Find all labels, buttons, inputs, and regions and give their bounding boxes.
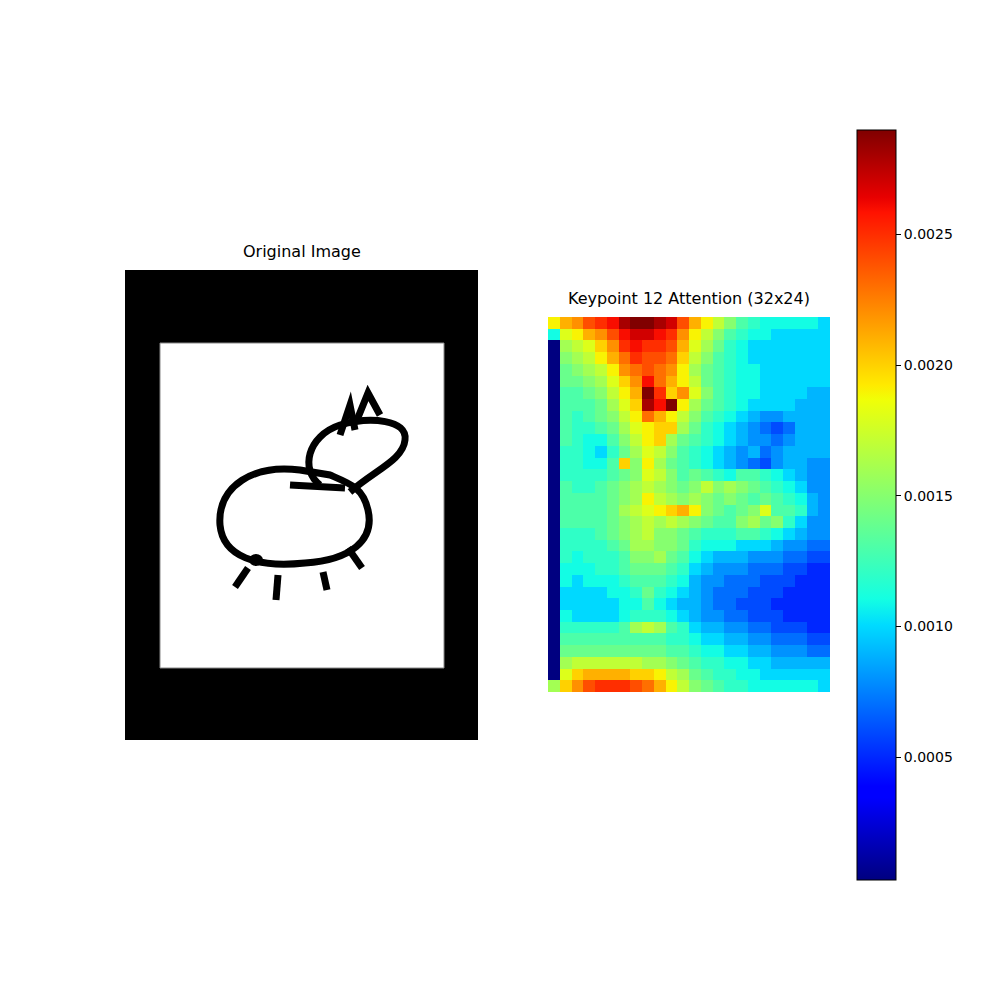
svg-text:0.0005: 0.0005 — [904, 749, 953, 765]
svg-text:0.0020: 0.0020 — [904, 357, 953, 373]
svg-text:0.0010: 0.0010 — [904, 618, 953, 634]
svg-text:Original Image: Original Image — [243, 242, 361, 261]
svg-text:0.0015: 0.0015 — [904, 488, 953, 504]
svg-text:Keypoint 12 Attention (32x24): Keypoint 12 Attention (32x24) — [568, 289, 810, 308]
svg-text:0.0025: 0.0025 — [904, 226, 953, 242]
